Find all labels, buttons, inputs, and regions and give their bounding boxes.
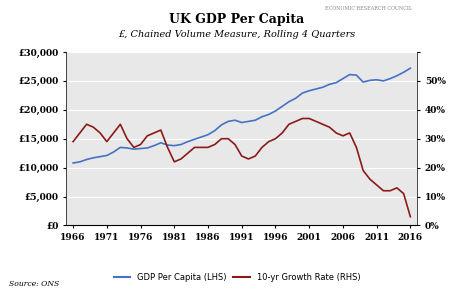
Line: 10-yr Growth Rate (RHS): 10-yr Growth Rate (RHS) bbox=[73, 118, 410, 217]
Text: UK GDP Per Capita: UK GDP Per Capita bbox=[169, 13, 305, 26]
Text: Source: ONS: Source: ONS bbox=[9, 279, 60, 288]
GDP Per Capita (LHS) bbox=[401, 71, 407, 74]
10-yr Growth Rate (RHS) bbox=[70, 140, 76, 143]
10-yr Growth Rate (RHS) bbox=[408, 215, 413, 218]
GDP Per Capita (LHS) bbox=[313, 87, 319, 91]
Text: £, Chained Volume Measure, Rolling 4 Quarters: £, Chained Volume Measure, Rolling 4 Qua… bbox=[118, 30, 356, 39]
GDP Per Capita (LHS) bbox=[293, 97, 299, 100]
10-yr Growth Rate (RHS) bbox=[172, 160, 177, 164]
GDP Per Capita (LHS) bbox=[178, 143, 184, 146]
10-yr Growth Rate (RHS) bbox=[145, 134, 150, 138]
10-yr Growth Rate (RHS) bbox=[178, 157, 184, 161]
Legend: GDP Per Capita (LHS), 10-yr Growth Rate (RHS): GDP Per Capita (LHS), 10-yr Growth Rate … bbox=[110, 269, 364, 285]
GDP Per Capita (LHS) bbox=[172, 144, 177, 147]
10-yr Growth Rate (RHS) bbox=[320, 123, 326, 126]
Text: ECONOMIC RESEARCH COUNCIL: ECONOMIC RESEARCH COUNCIL bbox=[325, 6, 412, 11]
10-yr Growth Rate (RHS) bbox=[300, 117, 305, 120]
GDP Per Capita (LHS) bbox=[408, 66, 413, 70]
GDP Per Capita (LHS) bbox=[145, 146, 150, 150]
GDP Per Capita (LHS) bbox=[70, 161, 76, 165]
10-yr Growth Rate (RHS) bbox=[401, 192, 407, 195]
10-yr Growth Rate (RHS) bbox=[293, 120, 299, 123]
Line: GDP Per Capita (LHS): GDP Per Capita (LHS) bbox=[73, 68, 410, 163]
